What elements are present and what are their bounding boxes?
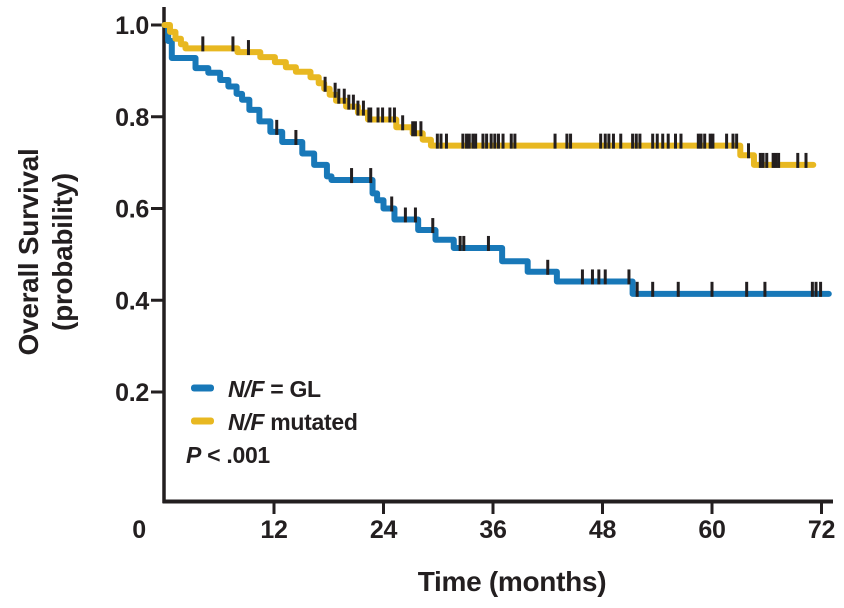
survival-curve-mutated	[161, 22, 817, 168]
x-tick-label-12: 12	[260, 516, 287, 544]
chart-legend: N/F = GLN/F mutated	[191, 376, 358, 435]
x-tick-label-0: 0	[132, 516, 146, 544]
x-tick-label-60: 60	[698, 516, 725, 544]
survival-curves	[161, 22, 832, 297]
censor-marks	[201, 36, 823, 297]
p-value-text: P < .001	[186, 442, 270, 468]
legend-label-rest-gl: = GL	[264, 376, 321, 402]
legend-label-italic-mutated: N/F	[228, 409, 265, 435]
y-tick-label-0.8: 0.8	[115, 104, 149, 132]
p-value-symbol: P	[186, 442, 202, 468]
x-tick-label-24: 24	[370, 516, 398, 544]
axes	[162, 7, 833, 504]
y-tick-label-1: 1.0	[115, 12, 149, 40]
y-axis-title-line1: Overall Survival	[13, 149, 44, 356]
survival-curve-gl	[161, 22, 832, 297]
y-axis-title: Overall Survival (probability)	[13, 149, 78, 356]
x-tick-label-48: 48	[589, 516, 617, 544]
legend-label-gl: N/F = GL	[228, 376, 321, 402]
p-value-rest: < .001	[207, 442, 270, 468]
legend-label-mutated: N/F mutated	[228, 409, 358, 435]
y-tick-label-0.6: 0.6	[115, 196, 149, 224]
x-tick-label-36: 36	[479, 516, 506, 544]
x-axis-title: Time (months)	[418, 566, 606, 597]
y-tick-label-0.2: 0.2	[115, 379, 149, 407]
x-axis-ticks: 0 12 24 36 48 60 72	[132, 503, 835, 544]
y-axis-ticks: 0.2 0.4 0.6 0.8 1.0	[115, 12, 163, 407]
legend-label-rest-mutated: mutated	[264, 409, 357, 435]
legend-label-italic-gl: N/F	[228, 376, 265, 402]
legend-swatch-gl	[191, 384, 214, 392]
legend-swatch-mutated	[191, 417, 214, 425]
y-tick-label-0.4: 0.4	[115, 287, 149, 315]
y-axis-title-line2: (probability)	[47, 173, 78, 331]
x-tick-label-72: 72	[808, 516, 835, 544]
